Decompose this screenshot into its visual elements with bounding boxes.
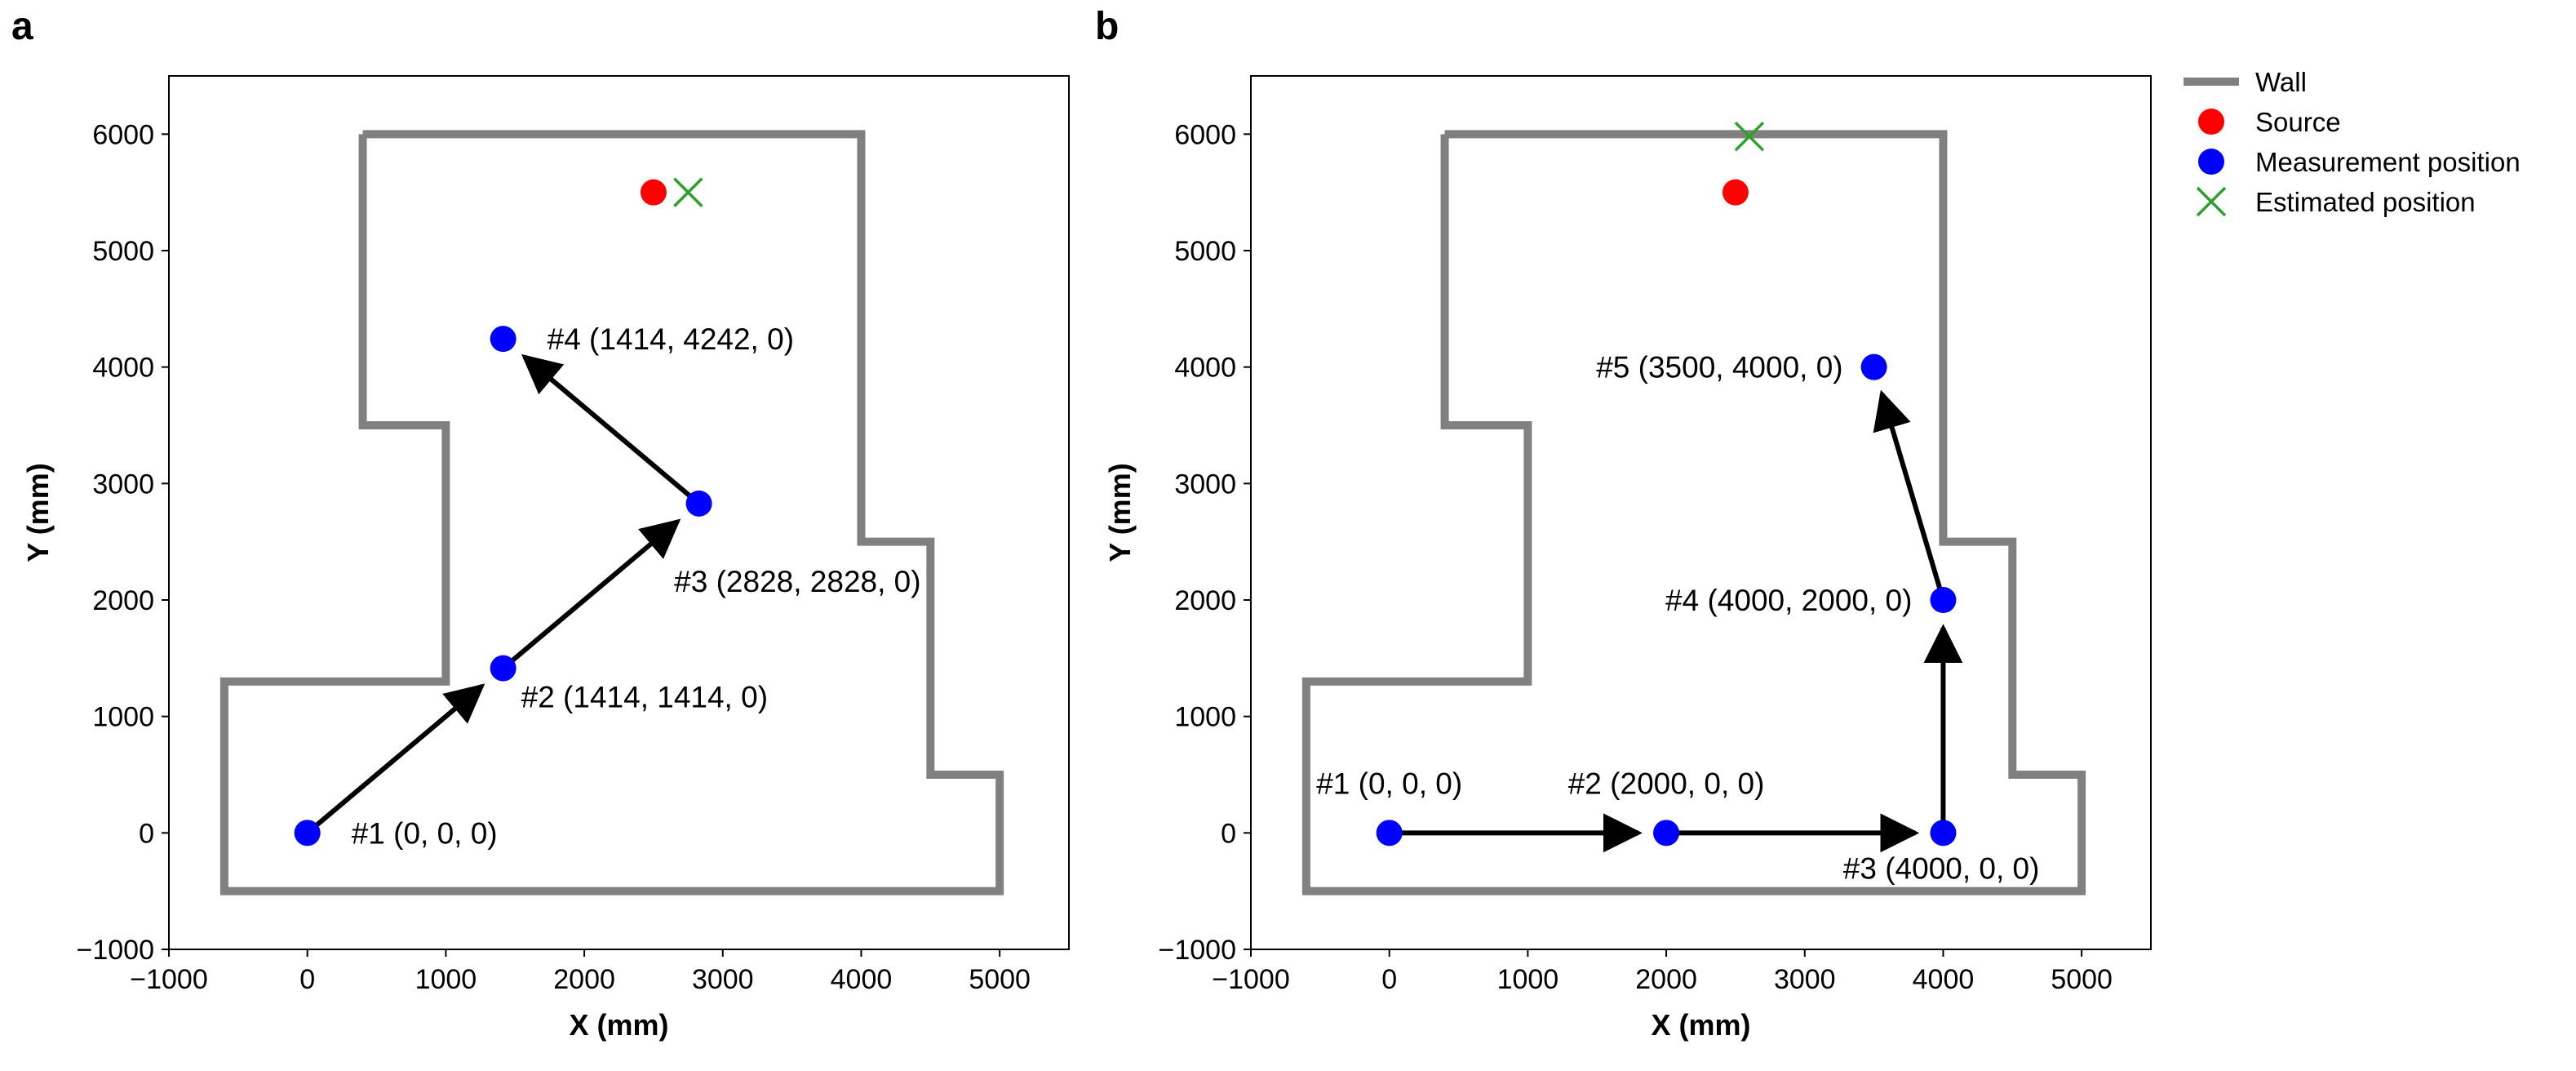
- y-tick-label: 4000: [92, 353, 154, 384]
- panel-b-plot: −1000 0 1000 2000 3000 4000 5000 −1000 0 1000 2000…: [1103, 75, 2152, 1042]
- y-tick-label: 5000: [1174, 236, 1236, 267]
- axes-frame: [1250, 75, 2152, 950]
- legend-label: Measurement position: [2255, 147, 2521, 177]
- measurement-point: [1376, 820, 1403, 847]
- y-axis-label: Y (mm): [1103, 463, 1137, 562]
- y-tick-label: 3000: [92, 469, 154, 500]
- measurement-label: #3 (4000, 0, 0): [1843, 851, 2040, 885]
- measurement-label: #4 (1414, 4242, 0): [548, 322, 794, 356]
- x-tick-label: 2000: [1635, 964, 1697, 995]
- measurement-point: [490, 655, 517, 682]
- legend-label: Wall: [2255, 67, 2307, 97]
- x-tick-label: 3000: [692, 964, 754, 995]
- x-tick-label: 0: [1381, 964, 1397, 995]
- x-tick-label: 1000: [1497, 964, 1559, 995]
- x-axis-label: X (mm): [1651, 1008, 1750, 1042]
- y-tick-label: 3000: [1174, 469, 1236, 500]
- y-tick-label: 4000: [1174, 353, 1236, 384]
- x-axis-label: X (mm): [569, 1008, 668, 1042]
- source-point: [1722, 179, 1749, 206]
- legend-source-swatch: [2198, 109, 2224, 135]
- y-tick-label: −1000: [1159, 935, 1237, 966]
- legend-estimated-swatch: [2196, 186, 2227, 217]
- measurement-label: #2 (1414, 1414, 0): [521, 681, 768, 714]
- y-tick-label: 6000: [1174, 119, 1236, 150]
- measurement-label: #1 (0, 0, 0): [352, 816, 498, 850]
- y-tick-label: 2000: [1174, 585, 1236, 616]
- wall-outline: [1301, 130, 2086, 895]
- measurement-label: #2 (2000, 0, 0): [1568, 767, 1765, 800]
- path-arrow: [521, 353, 698, 504]
- x-tick-label: −1000: [1212, 964, 1290, 995]
- estimated-position-marker: [673, 177, 703, 207]
- path-arrow: [503, 518, 681, 669]
- measurement-label: #4 (4000, 2000, 0): [1665, 584, 1912, 617]
- panel-a-plot: −1000 0 1000 2000 3000 4000 5000 −1000 0 1000 2000…: [21, 75, 1070, 1042]
- measurement-point: [1930, 820, 1957, 847]
- path-arrow: [308, 683, 485, 833]
- measurement-point: [1653, 820, 1680, 847]
- measurement-point: [685, 490, 712, 517]
- measurement-point: [1860, 353, 1887, 380]
- x-tick-label: 0: [299, 964, 315, 995]
- measurement-label: #1 (0, 0, 0): [1316, 767, 1462, 800]
- x-tick-label: −1000: [130, 964, 208, 995]
- x-tick-label: 1000: [415, 964, 477, 995]
- y-tick-label: 0: [139, 818, 154, 849]
- legend: Wall Source Measurement position Estimated …: [2184, 67, 2521, 217]
- y-axis-label: Y (mm): [21, 463, 55, 562]
- y-tick-label: 2000: [92, 585, 154, 616]
- legend-label: Estimated position: [2255, 187, 2476, 217]
- x-tick-label: 5000: [969, 964, 1031, 995]
- x-tick-label: 2000: [553, 964, 615, 995]
- axes-frame: [168, 75, 1070, 950]
- measurement-point: [294, 820, 321, 847]
- y-tick-label: 6000: [92, 119, 154, 150]
- wall-outline: [219, 130, 1004, 895]
- measurement-label: #5 (3500, 4000, 0): [1596, 351, 1842, 384]
- measurement-label: #3 (2828, 2828, 0): [674, 565, 920, 598]
- measurement-point: [1930, 587, 1957, 613]
- source-point: [640, 179, 667, 206]
- y-tick-label: 5000: [92, 236, 154, 267]
- x-tick-label: 3000: [1774, 964, 1836, 995]
- path-arrow: [1873, 389, 1945, 598]
- x-tick-label: 4000: [1913, 964, 1975, 995]
- legend-measurement-swatch: [2198, 149, 2224, 175]
- y-tick-label: −1000: [77, 935, 155, 966]
- y-tick-label: 0: [1221, 818, 1236, 849]
- measurement-point: [490, 326, 517, 353]
- y-tick-label: 1000: [92, 702, 154, 733]
- x-tick-label: 4000: [831, 964, 893, 995]
- y-tick-label: 1000: [1174, 702, 1236, 733]
- x-tick-label: 5000: [2051, 964, 2113, 995]
- estimated-position-marker: [1734, 121, 1765, 152]
- panel-label-b: b: [1095, 5, 1119, 48]
- panel-label-a: a: [11, 5, 33, 48]
- legend-label: Source: [2255, 107, 2341, 137]
